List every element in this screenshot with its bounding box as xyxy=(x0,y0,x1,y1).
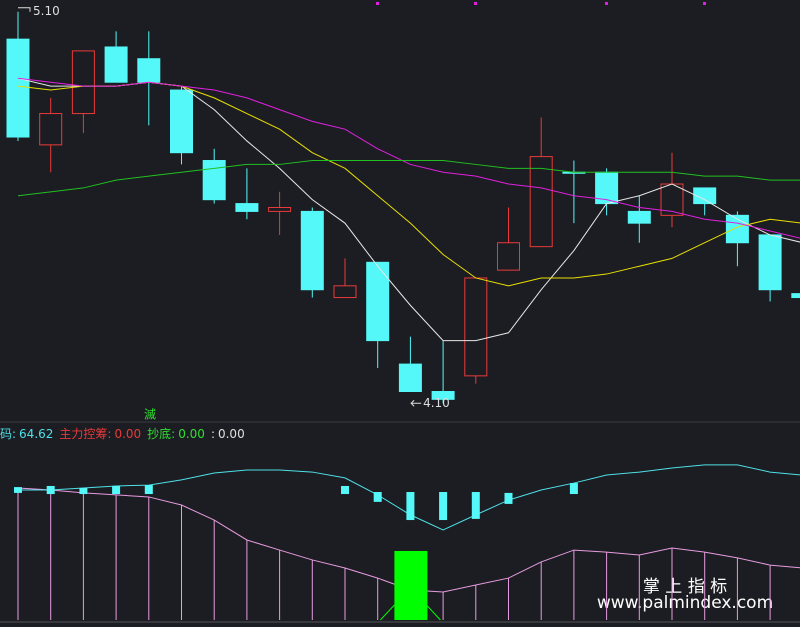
marker-dot xyxy=(474,2,477,5)
candle-body xyxy=(693,187,717,205)
indicator-bar xyxy=(504,492,513,504)
candle-body xyxy=(758,234,782,291)
moving-average-line xyxy=(17,160,800,197)
legend-value: 0.00 xyxy=(114,427,142,441)
legend-item: :0.00 xyxy=(211,427,245,441)
indicator-bar xyxy=(341,485,349,495)
indicator-bar xyxy=(14,487,22,493)
legend-item: 抄底: 0.00 xyxy=(147,427,205,441)
indicator-bar xyxy=(406,492,415,521)
legend-name: : xyxy=(210,427,215,441)
indicator-bar xyxy=(144,485,153,495)
signal-label: 滅 xyxy=(144,408,156,422)
watermark-url: www.palmindex.com xyxy=(597,593,773,613)
max-label: 5.10 xyxy=(33,4,60,18)
candle-body xyxy=(464,277,488,377)
candle-body xyxy=(202,160,226,201)
candle-body xyxy=(6,38,30,138)
candle-body xyxy=(137,58,161,83)
candle-body xyxy=(398,363,422,393)
legend-item: 码: 64.62 xyxy=(0,427,53,441)
candle-body xyxy=(366,261,390,342)
candle-body xyxy=(39,113,63,146)
marker-dot xyxy=(605,2,608,5)
indicator-bar xyxy=(46,485,55,495)
candle-body xyxy=(791,293,800,299)
marker-dot xyxy=(376,2,379,5)
candle-body xyxy=(431,391,455,400)
signal-bar xyxy=(394,550,428,620)
candle-body xyxy=(268,207,292,212)
marker-dot xyxy=(703,2,706,5)
candle-body xyxy=(333,285,357,299)
legend-item: 主力控筹: 0.00 xyxy=(59,427,141,441)
min-arrow xyxy=(410,399,422,407)
candle-body xyxy=(235,203,259,212)
legend-value: 0.00 xyxy=(178,427,205,441)
candle-body xyxy=(170,89,193,154)
indicator-bar xyxy=(373,492,382,502)
max-arrow xyxy=(18,7,31,12)
moving-average-line xyxy=(17,77,800,239)
signal-wing xyxy=(380,604,441,621)
candle-body xyxy=(497,242,520,271)
candle-body xyxy=(300,210,324,291)
candle-body xyxy=(529,156,553,248)
legend-name: 码: xyxy=(0,427,17,441)
indicator-legend: 码: 64.62 主力控筹: 0.00 抄底: 0.00:0.00 xyxy=(0,425,251,442)
indicator-bar xyxy=(569,483,578,495)
candle-body xyxy=(104,46,128,83)
legend-name: 抄底: xyxy=(147,427,176,441)
watermark-title: 掌 上 指 标 xyxy=(643,577,727,597)
candle-body xyxy=(627,210,651,224)
indicator-bar xyxy=(439,492,448,521)
min-label: 4.10 xyxy=(423,396,450,410)
legend-value: 64.62 xyxy=(19,427,54,441)
indicator-bar xyxy=(112,485,121,495)
indicator-bar xyxy=(79,487,88,495)
indicator-bar xyxy=(471,492,480,519)
legend-value: 0.00 xyxy=(217,427,245,441)
candle-body xyxy=(71,50,95,115)
legend-name: 主力控筹: xyxy=(59,427,112,441)
